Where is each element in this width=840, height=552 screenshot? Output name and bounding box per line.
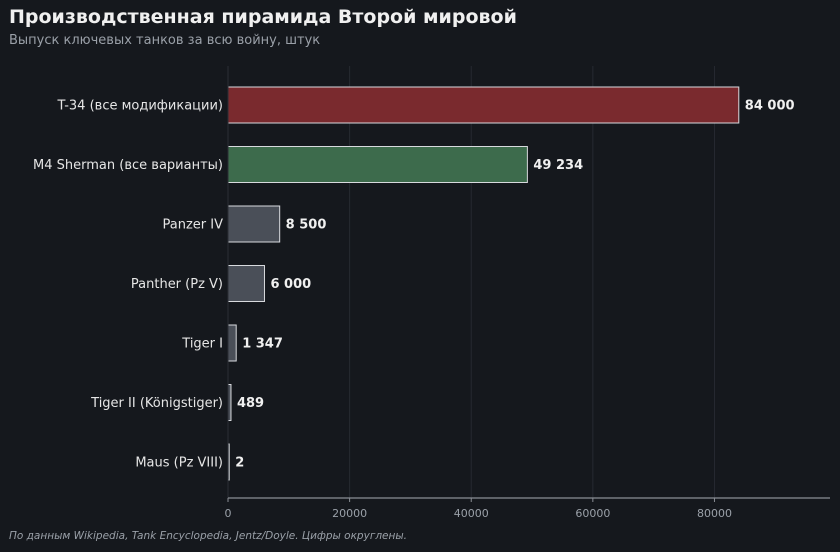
- x-tick-label-3: 60000: [575, 507, 610, 520]
- x-axis: 0 20000 40000 60000 80000: [225, 66, 830, 520]
- category-label-4: Tiger I: [181, 337, 223, 352]
- bar-4: [227, 324, 237, 362]
- chart-title: Производственная пирамида Второй мировой: [9, 6, 517, 28]
- value-label-0: 84 000: [745, 99, 795, 114]
- x-tick-label-0: 0: [225, 507, 232, 520]
- x-tick-label-4: 80000: [697, 507, 732, 520]
- value-label-4: 1 347: [242, 337, 283, 352]
- bar-0: [227, 86, 740, 124]
- value-label-2: 8 500: [286, 218, 327, 233]
- source-footnote: По данным Wikipedia, Tank Encyclopedia, …: [9, 530, 407, 542]
- category-label-6: Maus (Pz VIII): [135, 456, 223, 471]
- x-tick-label-1: 20000: [332, 507, 367, 520]
- category-label-3: Panther (Pz V): [131, 277, 223, 292]
- category-label-5: Tiger II (Königstiger): [90, 396, 223, 411]
- chart-subtitle: Выпуск ключевых танков за всю войну, шту…: [9, 33, 321, 48]
- category-label-0: T-34 (все модификации): [56, 99, 223, 114]
- bars: T-34 (все модификации) 84 000 M4 Sherman (…: [33, 86, 795, 481]
- category-label-2: Panzer IV: [163, 218, 224, 233]
- x-tick-label-2: 40000: [454, 507, 489, 520]
- value-label-5: 489: [237, 396, 264, 411]
- bar-2: [227, 205, 281, 243]
- bar-3: [227, 265, 265, 302]
- value-label-1: 49 234: [533, 158, 583, 173]
- grid-lines: [349, 66, 715, 498]
- value-label-3: 6 000: [270, 277, 311, 292]
- value-label-6: 2: [235, 456, 244, 471]
- category-label-1: M4 Sherman (все варианты): [33, 158, 223, 173]
- bar-1: [227, 146, 528, 183]
